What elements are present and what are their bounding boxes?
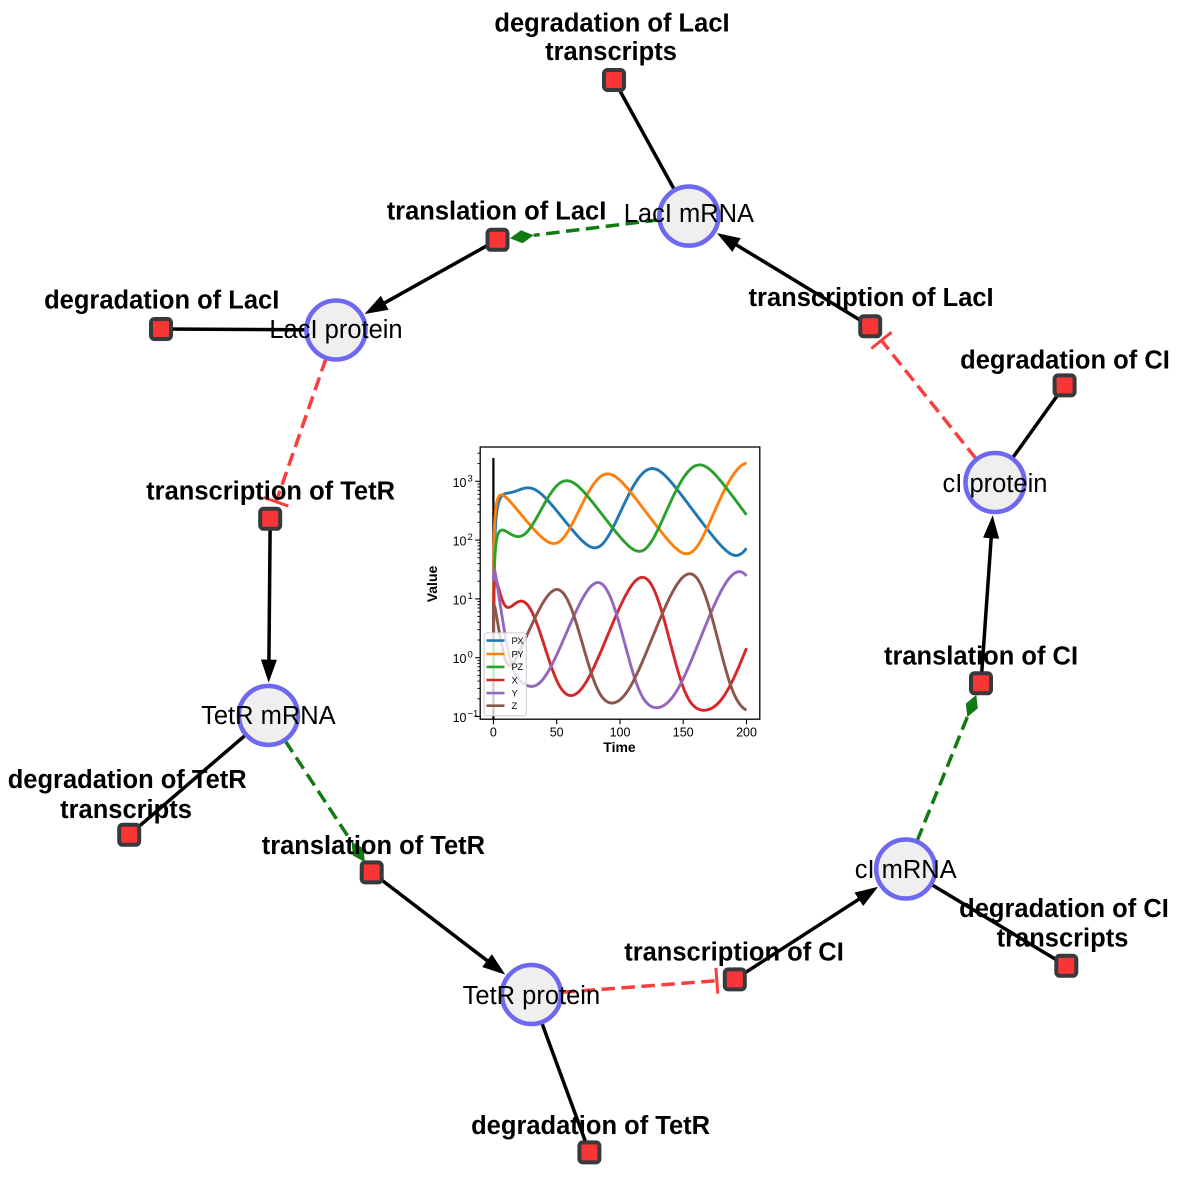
svg-text:cI mRNA: cI mRNA (855, 856, 957, 884)
svg-text:LacI protein: LacI protein (269, 316, 402, 344)
svg-text:degradation of TetR: degradation of TetR (471, 1112, 710, 1140)
svg-text:translation of TetR: translation of TetR (262, 832, 485, 860)
svg-text:cI protein: cI protein (943, 470, 1048, 498)
svg-text:0: 0 (468, 650, 473, 661)
svg-text:1: 1 (468, 591, 473, 602)
svg-text:transcripts: transcripts (997, 925, 1129, 953)
svg-text:transcription of TetR: transcription of TetR (146, 478, 395, 506)
svg-text:degradation of CI: degradation of CI (959, 895, 1169, 923)
svg-text:10: 10 (453, 593, 467, 607)
svg-text:10: 10 (453, 535, 467, 549)
svg-text:−1: −1 (468, 709, 479, 720)
svg-text:TetR mRNA: TetR mRNA (201, 702, 336, 730)
svg-text:TetR protein: TetR protein (463, 982, 601, 1010)
svg-text:150: 150 (673, 726, 694, 740)
svg-text:degradation of CI: degradation of CI (960, 347, 1170, 375)
svg-text:transcripts: transcripts (545, 38, 677, 66)
svg-text:Y: Y (512, 688, 519, 699)
svg-text:PY: PY (512, 649, 525, 660)
svg-text:Z: Z (512, 701, 518, 712)
svg-text:PZ: PZ (512, 662, 524, 673)
svg-text:3: 3 (468, 473, 473, 484)
svg-text:translation of LacI: translation of LacI (387, 198, 607, 226)
svg-text:2: 2 (468, 532, 473, 543)
svg-text:LacI mRNA: LacI mRNA (624, 200, 754, 228)
svg-text:10: 10 (453, 652, 467, 666)
svg-text:degradation of LacI: degradation of LacI (494, 10, 729, 38)
svg-text:transcription of CI: transcription of CI (624, 939, 844, 967)
svg-text:Time: Time (603, 739, 636, 755)
svg-text:10: 10 (453, 476, 467, 490)
svg-text:50: 50 (550, 726, 564, 740)
svg-text:degradation of LacI: degradation of LacI (44, 286, 279, 314)
svg-text:transcripts: transcripts (60, 796, 192, 824)
svg-text:PX: PX (512, 636, 525, 647)
svg-text:X: X (512, 675, 519, 686)
svg-text:transcription of LacI: transcription of LacI (749, 284, 994, 312)
svg-text:10: 10 (453, 711, 467, 725)
svg-text:degradation of TetR: degradation of TetR (8, 766, 247, 794)
svg-text:200: 200 (736, 726, 757, 740)
svg-text:translation of CI: translation of CI (884, 643, 1078, 671)
svg-text:0: 0 (490, 726, 497, 740)
svg-text:100: 100 (610, 726, 631, 740)
svg-text:Value: Value (424, 566, 440, 603)
